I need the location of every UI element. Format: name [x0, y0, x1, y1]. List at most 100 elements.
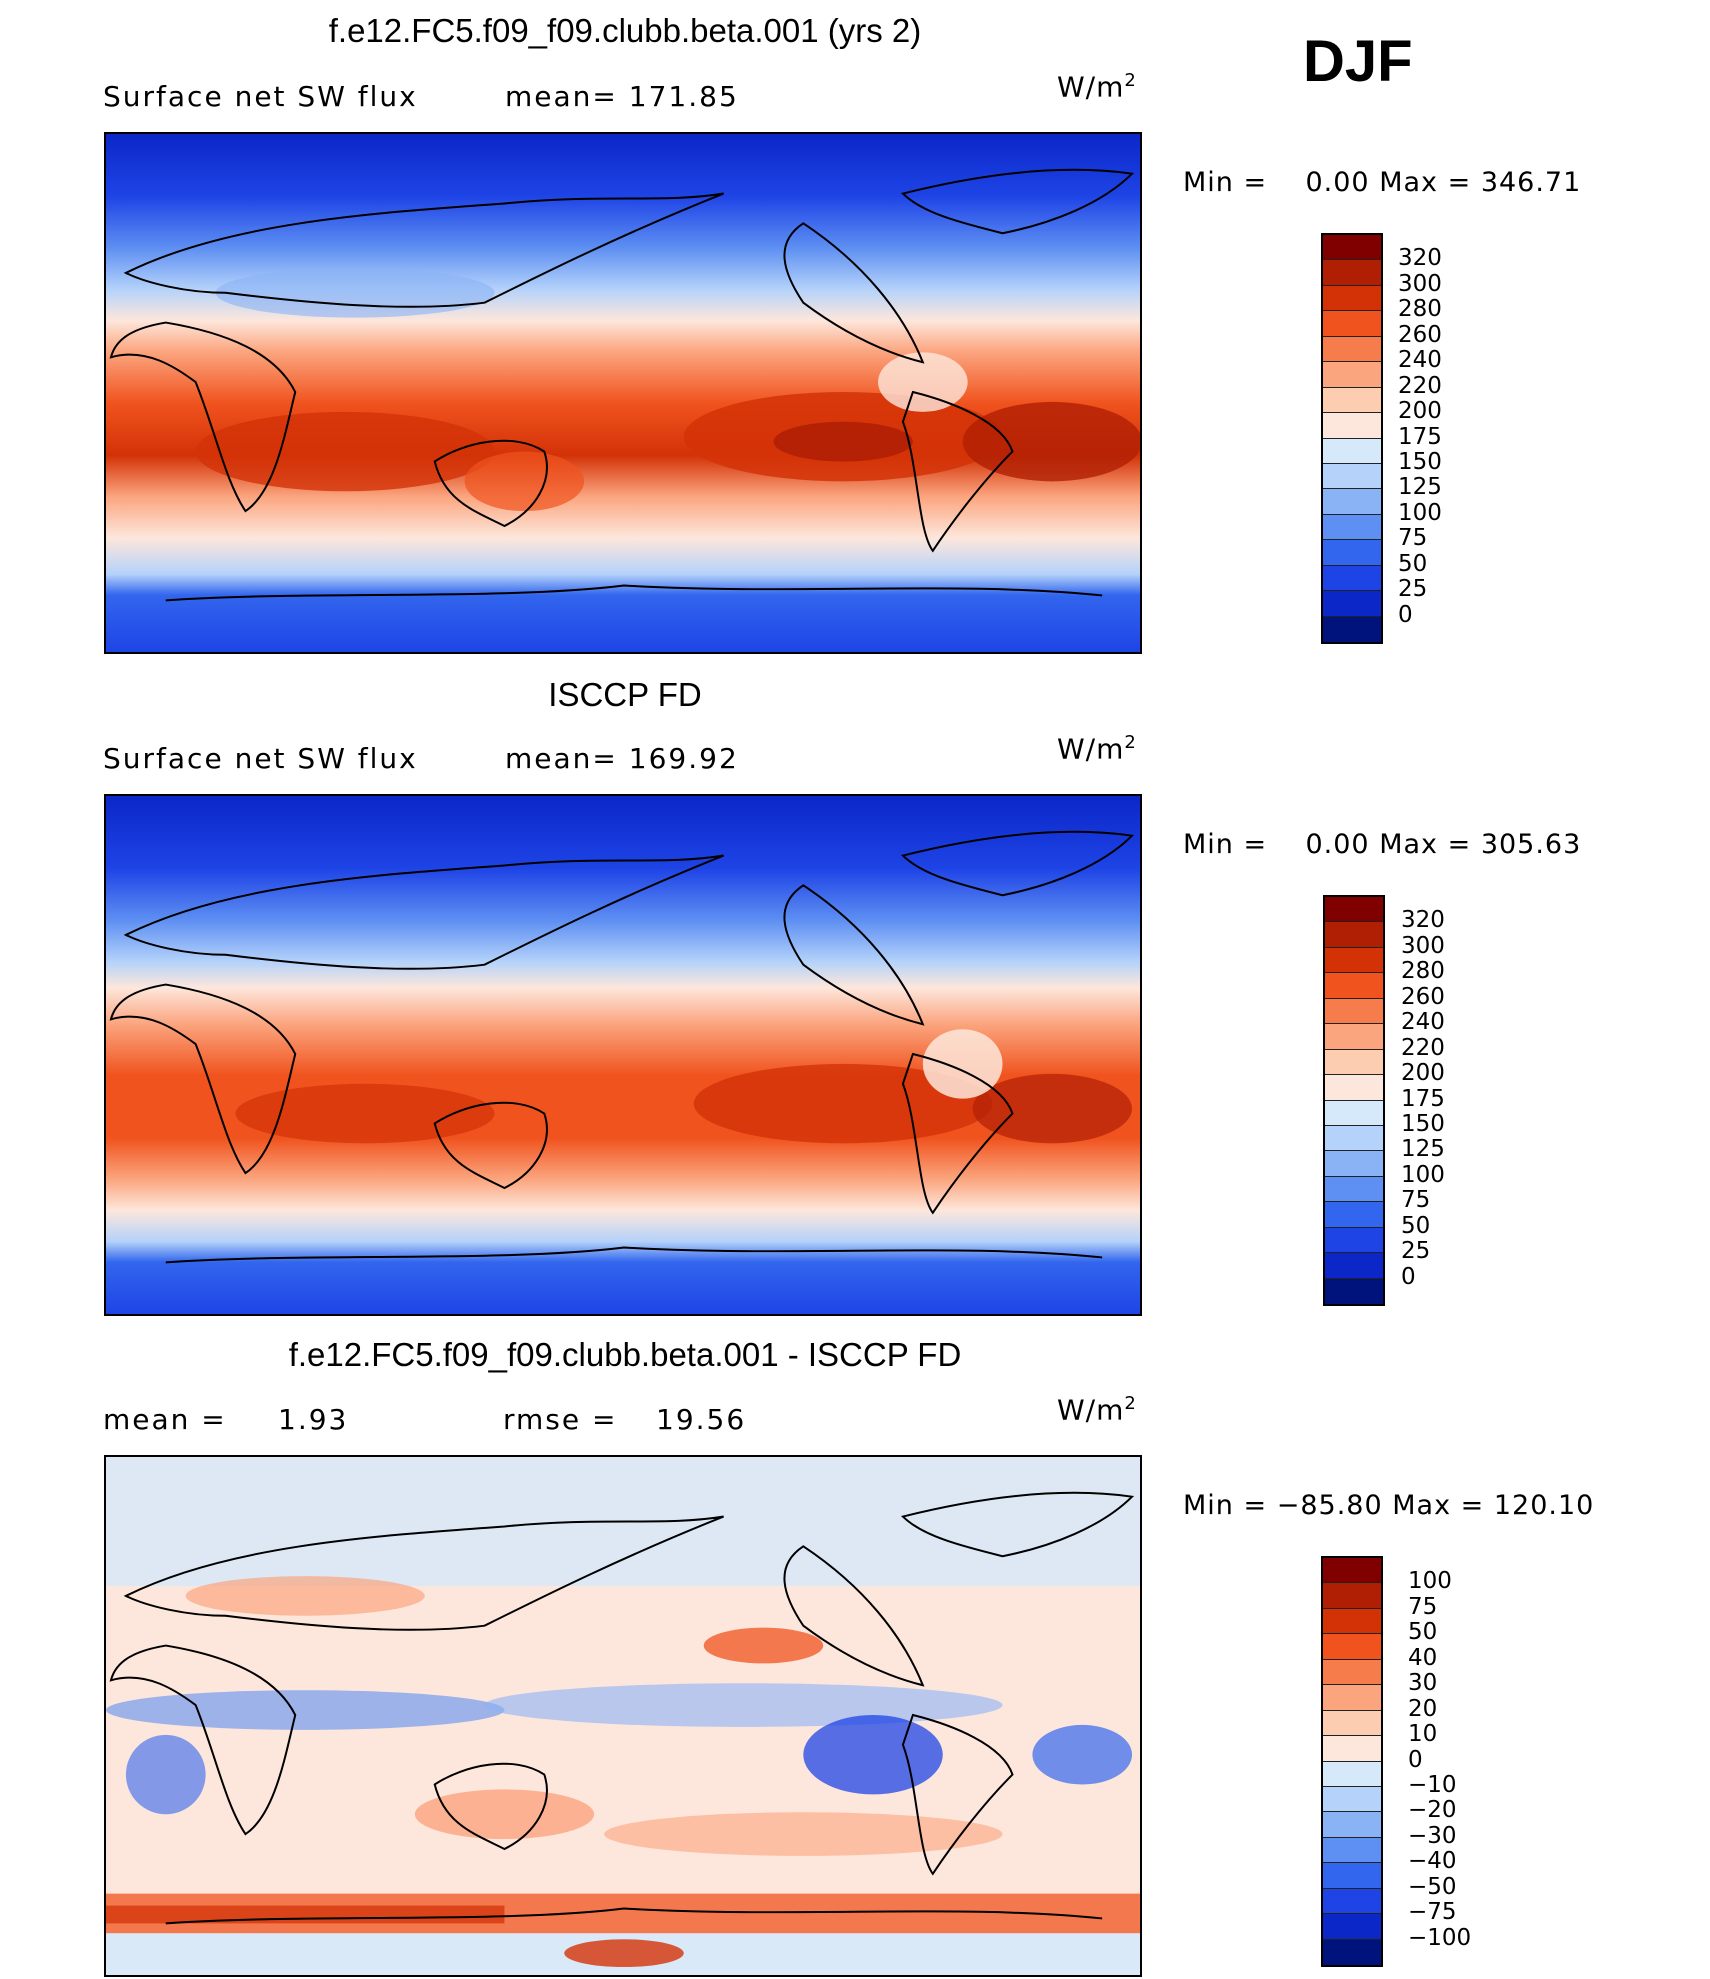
colorbar-swatch	[1323, 565, 1381, 592]
colorbar-tick-label: 0	[1408, 1746, 1423, 1773]
colorbar-tick-label: 50	[1401, 1212, 1431, 1239]
colorbar-swatch	[1323, 1914, 1381, 1940]
colorbar-tick-label: 75	[1401, 1187, 1431, 1214]
colorbar-swatch	[1325, 1151, 1383, 1177]
colorbar-tick-label: −30	[1408, 1822, 1457, 1849]
colorbar-tick-label: −20	[1408, 1797, 1457, 1824]
panel-3-map-field	[106, 1457, 1140, 1975]
colorbar-tick-label: 320	[1398, 245, 1442, 272]
colorbar-swatch	[1323, 311, 1381, 337]
panel-1-colorbar	[1321, 233, 1383, 644]
colorbar-tick-label: 320	[1401, 907, 1445, 934]
colorbar-swatch	[1323, 285, 1381, 312]
colorbar-tick-label: 280	[1398, 296, 1442, 323]
colorbar-tick-label: 25	[1398, 576, 1428, 603]
panel-1-mean-stat: mean= 171.85	[505, 80, 739, 113]
colorbar-swatch	[1325, 1202, 1383, 1228]
colorbar-tick-label: 0	[1398, 601, 1413, 628]
colorbar-swatch	[1323, 1939, 1381, 1965]
colorbar-tick-label: 150	[1398, 448, 1442, 475]
panel-3-rmse-label: rmse =	[503, 1403, 618, 1436]
colorbar-swatch	[1323, 235, 1381, 261]
colorbar-swatch	[1323, 616, 1381, 642]
colorbar-tick-label: −75	[1408, 1899, 1457, 1926]
colorbar-swatch	[1323, 1786, 1381, 1813]
colorbar-tick-label: 50	[1408, 1619, 1438, 1646]
panel-2-units: W/m2	[1057, 732, 1137, 766]
colorbar-swatch	[1323, 489, 1381, 515]
colorbar-tick-label: 260	[1401, 983, 1445, 1010]
colorbar-tick-label: 300	[1398, 270, 1442, 297]
colorbar-tick-label: 125	[1398, 474, 1442, 501]
colorbar-swatch	[1323, 438, 1381, 464]
colorbar-swatch	[1323, 413, 1381, 439]
panel-3-rmse-value: 19.56	[656, 1403, 747, 1436]
colorbar-swatch	[1325, 922, 1383, 948]
colorbar-swatch	[1323, 260, 1381, 286]
colorbar-swatch	[1323, 1558, 1381, 1584]
panel-2-colorbar	[1323, 895, 1385, 1306]
colorbar-swatch	[1325, 1100, 1383, 1126]
colorbar-tick-label: 175	[1398, 423, 1442, 450]
colorbar-swatch	[1323, 1583, 1381, 1609]
colorbar-tick-label: 50	[1398, 550, 1428, 577]
panel-1-map	[104, 132, 1142, 654]
colorbar-swatch	[1323, 1710, 1381, 1737]
colorbar-swatch	[1323, 1812, 1381, 1838]
colorbar-swatch	[1325, 998, 1383, 1025]
colorbar-swatch	[1325, 1278, 1383, 1304]
panel-3-minmax: Min = −85.80 Max = 120.10	[1183, 1490, 1595, 1521]
panel-3-colorbar	[1321, 1556, 1383, 1967]
colorbar-tick-label: 200	[1398, 398, 1442, 425]
colorbar-swatch	[1323, 1761, 1381, 1787]
colorbar-swatch	[1323, 1634, 1381, 1660]
panel-2-title: ISCCP FD	[548, 676, 702, 713]
colorbar-tick-label: 300	[1401, 932, 1445, 959]
colorbar-tick-label: −100	[1408, 1924, 1472, 1951]
colorbar-tick-label: 280	[1401, 958, 1445, 985]
colorbar-tick-label: 40	[1408, 1644, 1438, 1671]
colorbar-tick-label: 125	[1401, 1136, 1445, 1163]
colorbar-tick-label: 10	[1408, 1721, 1438, 1748]
colorbar-swatch	[1323, 540, 1381, 566]
colorbar-swatch	[1323, 514, 1381, 541]
colorbar-swatch	[1323, 1736, 1381, 1762]
colorbar-swatch	[1323, 362, 1381, 388]
colorbar-swatch	[1323, 1863, 1381, 1889]
panel-1-map-field	[106, 134, 1140, 652]
colorbar-swatch	[1325, 1253, 1383, 1279]
colorbar-tick-label: −50	[1408, 1873, 1457, 1900]
panel-1-minmax: Min = 0.00 Max = 346.71	[1183, 167, 1582, 198]
colorbar-tick-label: 100	[1401, 1161, 1445, 1188]
colorbar-tick-label: 100	[1408, 1568, 1452, 1595]
colorbar-swatch	[1323, 1608, 1381, 1635]
colorbar-tick-label: 25	[1401, 1238, 1431, 1265]
colorbar-tick-label: 75	[1408, 1593, 1438, 1620]
colorbar-tick-label: −40	[1408, 1848, 1457, 1875]
colorbar-tick-label: −10	[1408, 1771, 1457, 1798]
colorbar-swatch	[1325, 1227, 1383, 1254]
colorbar-tick-label: 100	[1398, 499, 1442, 526]
panel-2-map	[104, 794, 1142, 1316]
panel-3-mean-value: 1.93	[278, 1403, 349, 1436]
colorbar-swatch	[1325, 897, 1383, 923]
panel-3-mean-label: mean =	[103, 1403, 227, 1436]
colorbar-tick-label: 75	[1398, 525, 1428, 552]
colorbar-swatch	[1323, 463, 1381, 490]
season-label: DJF	[1303, 29, 1413, 94]
panel-1-variable-label: Surface net SW flux	[103, 80, 418, 113]
colorbar-tick-label: 260	[1398, 321, 1442, 348]
colorbar-tick-label: 20	[1408, 1695, 1438, 1722]
colorbar-swatch	[1325, 1176, 1383, 1203]
colorbar-tick-label: 240	[1401, 1009, 1445, 1036]
colorbar-swatch	[1323, 336, 1381, 363]
colorbar-swatch	[1323, 1659, 1381, 1686]
colorbar-swatch	[1325, 1075, 1383, 1101]
colorbar-swatch	[1325, 1049, 1383, 1076]
colorbar-swatch	[1325, 947, 1383, 974]
panel-2-mean-stat: mean= 169.92	[505, 742, 739, 775]
colorbar-swatch	[1325, 1125, 1383, 1152]
panel-2-map-field	[106, 796, 1140, 1314]
panel-3-title: f.e12.FC5.f09_f09.clubb.beta.001 - ISCCP…	[288, 1336, 962, 1373]
colorbar-tick-label: 240	[1398, 347, 1442, 374]
